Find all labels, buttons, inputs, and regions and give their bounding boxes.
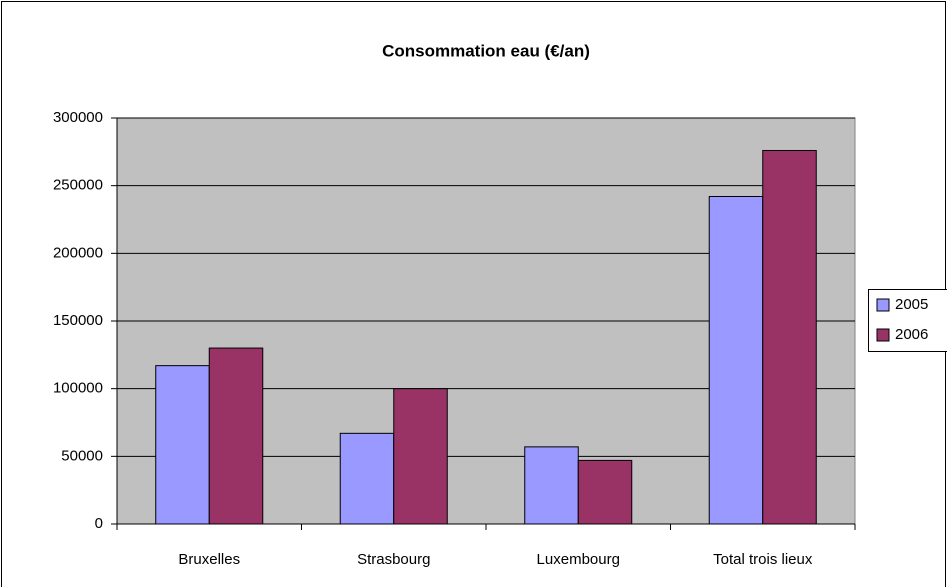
legend-label: 2006 bbox=[895, 326, 928, 343]
x-tick-label: Luxembourg bbox=[537, 551, 620, 568]
x-tick-label: Strasbourg bbox=[357, 551, 430, 568]
legend-label: 2005 bbox=[895, 296, 928, 313]
y-tick-label: 0 bbox=[95, 515, 103, 532]
bar bbox=[155, 365, 210, 525]
bar bbox=[393, 388, 448, 525]
legend-swatch bbox=[876, 298, 890, 312]
y-tick-label: 200000 bbox=[53, 244, 103, 261]
bar bbox=[208, 347, 264, 525]
x-tick-label: Bruxelles bbox=[178, 551, 240, 568]
y-tick-label: 250000 bbox=[53, 177, 103, 194]
y-tick-label: 150000 bbox=[53, 312, 103, 329]
bar bbox=[577, 459, 633, 525]
bar bbox=[708, 195, 764, 525]
y-tick-label: 50000 bbox=[61, 447, 103, 464]
bar bbox=[339, 432, 395, 525]
x-tick-label: Total trois lieux bbox=[713, 551, 813, 568]
bar bbox=[524, 446, 579, 525]
y-tick-label: 300000 bbox=[53, 109, 103, 126]
y-tick-label: 100000 bbox=[53, 380, 103, 397]
legend-swatch bbox=[876, 328, 890, 342]
bar bbox=[762, 149, 817, 525]
chart-title: Consommation eau (€/an) bbox=[382, 41, 590, 60]
